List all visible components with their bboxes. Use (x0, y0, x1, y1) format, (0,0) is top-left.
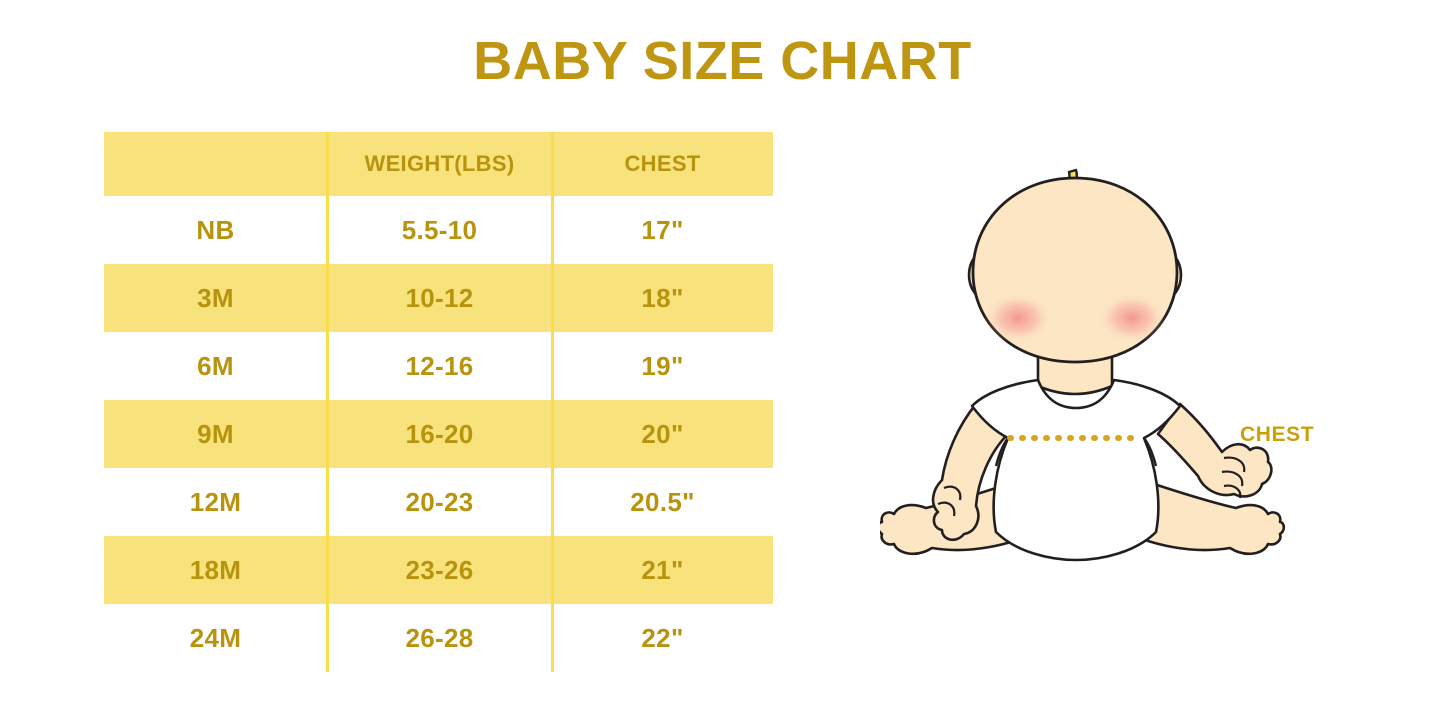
row-chest-value: 22" (641, 622, 684, 653)
row-chest-value: 18" (641, 282, 684, 313)
table-header-row: WEIGHT(LBS) CHEST (104, 132, 773, 196)
row-size-value: 18M (189, 554, 242, 585)
row-weight-value: 12-16 (405, 350, 474, 381)
page-title: BABY SIZE CHART (473, 31, 972, 91)
table-row: 18M 23-26 21" (104, 536, 773, 604)
row-size-value: 3M (197, 282, 234, 313)
table-row: 12M 20-23 20.5" (104, 468, 773, 536)
row-chest-value: 21" (641, 554, 684, 585)
header-cell-weight: WEIGHT(LBS) (364, 151, 515, 176)
right-cheek-blush (1098, 293, 1166, 343)
row-chest-value: 20" (641, 418, 684, 449)
onesie-right-sleeve-seam (1143, 437, 1158, 467)
chest-measurement-label: CHEST (1240, 423, 1315, 446)
row-size-value: 24M (189, 622, 242, 653)
size-table: WEIGHT(LBS) CHEST NB 5.5-10 17" 3M 10-12… (104, 132, 773, 672)
left-hand-detail (943, 485, 962, 501)
row-weight-value: 26-28 (405, 622, 474, 653)
table-row: NB 5.5-10 17" (104, 196, 773, 264)
table-row: 6M 12-16 19" (104, 332, 773, 400)
left-hand-detail (937, 501, 956, 517)
row-chest-value: 19" (641, 350, 684, 381)
column-divider-2 (551, 132, 554, 672)
row-weight-value: 5.5-10 (401, 214, 478, 245)
left-cheek-blush (984, 293, 1052, 343)
column-divider-1 (326, 132, 329, 672)
right-fist-detail (1223, 456, 1246, 473)
table-row: 3M 10-12 18" (104, 264, 773, 332)
baby-figure-illustration (880, 168, 1286, 562)
row-weight-value: 10-12 (405, 282, 474, 313)
onesie (970, 378, 1182, 562)
row-size-value: NB (196, 214, 235, 245)
row-weight-value: 20-23 (405, 486, 474, 517)
row-chest-value: 20.5" (630, 486, 695, 517)
row-weight-value: 16-20 (405, 418, 474, 449)
row-size-value: 12M (189, 486, 242, 517)
row-size-value: 9M (197, 418, 234, 449)
row-chest-value: 17" (641, 214, 684, 245)
onesie-left-sleeve-seam (994, 437, 1009, 467)
header-cell-size (104, 132, 327, 196)
table-row: 9M 16-20 20" (104, 400, 773, 468)
row-size-value: 6M (197, 350, 234, 381)
header-cell-chest: CHEST (624, 151, 701, 176)
row-weight-value: 23-26 (405, 554, 474, 585)
table-row: 24M 26-28 22" (104, 604, 773, 672)
right-arm (1156, 402, 1273, 498)
right-fist-detail (1221, 470, 1244, 487)
right-fist-detail (1223, 484, 1242, 499)
